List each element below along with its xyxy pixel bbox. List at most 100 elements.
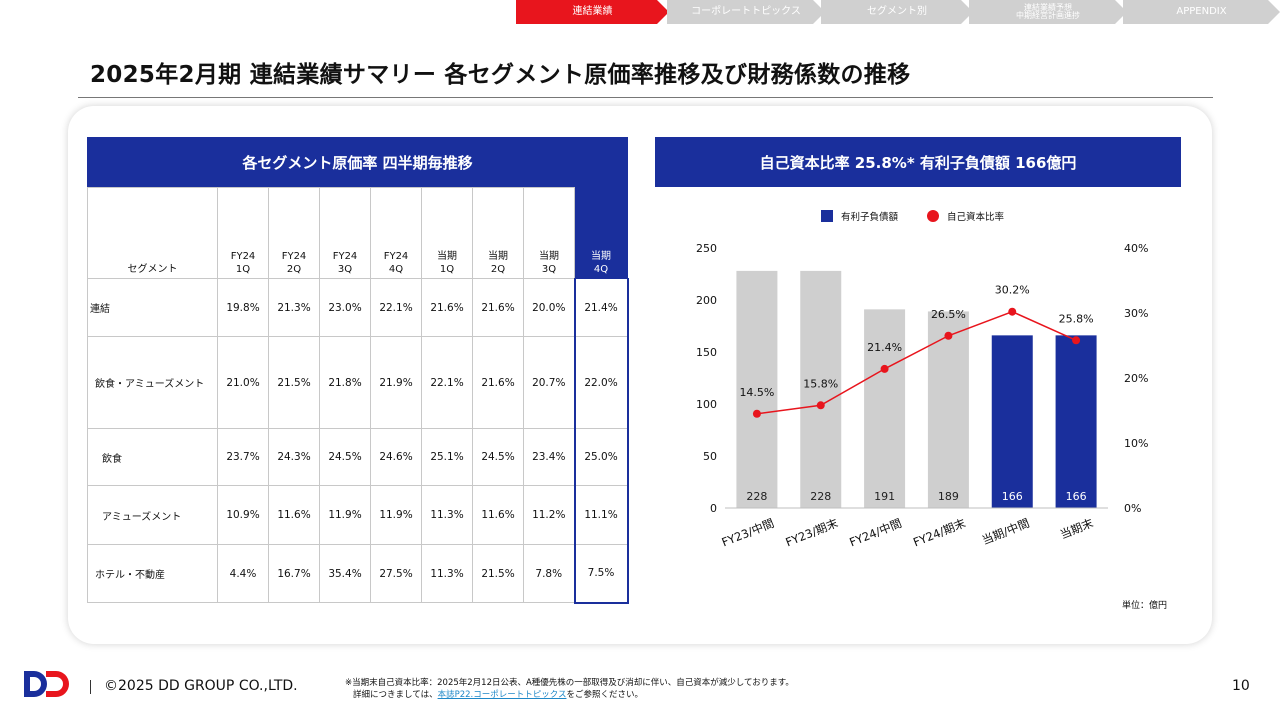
table-header-row: セグメント FY24 1Q FY24 2Q FY24 3Q FY24 4Q 当期 1Q 当… [87, 187, 628, 279]
tab-corporate-topics[interactable]: コーポレートトピックス [667, 0, 825, 24]
column-header: 当期 1Q [421, 187, 473, 279]
table-row: 飲食・アミューズメント 21.0% 21.5% 21.8% 21.9% 22.1… [87, 336, 629, 429]
table-cell: 22.1% [370, 278, 422, 337]
table-cell: 16.7% [268, 544, 320, 603]
unit-label: 単位：億円 [1122, 601, 1168, 611]
debt-equity-chart: 有利子負債額 自己資本比率 0 50 100 150 200 250 0% 10% 20% 30% 40… [696, 210, 1148, 550]
table-cell: 11.3% [421, 544, 473, 603]
legend-line-swatch [927, 210, 939, 222]
tab-appendix[interactable]: APPENDIX [1123, 0, 1280, 24]
y-left-tick-label: 0 [710, 502, 717, 515]
column-header: FY24 2Q [268, 187, 320, 279]
footer-divider [90, 680, 91, 694]
table-cell: 11.2% [523, 485, 575, 545]
table-cell: 21.6% [472, 278, 524, 337]
dd-logo-icon [24, 671, 69, 697]
table-cell: 24.6% [370, 428, 422, 486]
table-cell-current: 21.4% [573, 278, 629, 337]
ratio-point [1008, 307, 1017, 316]
table-cell: 21.3% [268, 278, 320, 337]
x-tick-label: FY23/期末 [783, 516, 840, 550]
table-row: アミューズメント 10.9% 11.6% 11.9% 11.9% 11.3% 1… [87, 485, 629, 545]
table-title: 各セグメント原価率 四半期毎推移 [87, 137, 628, 187]
column-header: FY24 3Q [319, 187, 371, 279]
y-right-tick-label: 10% [1124, 437, 1148, 450]
title-divider [78, 97, 1213, 98]
x-tick-label: FY24/中間 [847, 516, 903, 550]
table-cell: 4.4% [217, 544, 269, 603]
column-header: FY24 1Q [217, 187, 269, 279]
table-cell: 24.5% [472, 428, 524, 486]
cost-ratio-table: セグメント FY24 1Q FY24 2Q FY24 3Q FY24 4Q 当期 1Q 当… [87, 187, 629, 604]
table-cell: 23.7% [217, 428, 269, 486]
corporate-topics-link[interactable]: 本誌P22.コーポレートトピックス [437, 690, 567, 701]
legend-bar-label: 有利子負債額 [841, 211, 899, 223]
x-tick-label: FY23/中間 [720, 516, 776, 550]
column-header: 当期 3Q [523, 187, 575, 279]
bar [736, 270, 778, 508]
table-row: ホテル・不動産 4.4% 16.7% 35.4% 27.5% 11.3% 21.… [87, 544, 629, 604]
table-cell: 21.6% [421, 278, 473, 337]
y-right-tick-label: 0% [1124, 502, 1141, 515]
table-row: 連結 19.8% 21.3% 23.0% 22.1% 21.6% 21.6% 2… [87, 278, 629, 337]
table-cell: 25.1% [421, 428, 473, 486]
table-cell: 20.7% [523, 336, 575, 429]
table-cell: 22.1% [421, 336, 473, 429]
x-tick-label: FY24/期末 [911, 516, 968, 550]
table-cell: 11.9% [319, 485, 371, 545]
table-cell: 21.8% [319, 336, 371, 429]
ratio-point [880, 364, 889, 373]
page-title: 2025年2月期 連結業績サマリー 各セグメント原価率推移及び財務係数の推移 [90, 62, 911, 88]
page-number: 10 [1232, 678, 1250, 694]
ratio-value-label: 26.5% [931, 308, 966, 321]
table-cell: 35.4% [319, 544, 371, 603]
table-cell: 19.8% [217, 278, 269, 337]
table-cell: 20.0% [523, 278, 575, 337]
legend-line-label: 自己資本比率 [947, 211, 1005, 223]
table-cell-current: 22.0% [573, 336, 629, 429]
row-label: 飲食 [87, 428, 218, 486]
ratio-value-label: 21.4% [867, 341, 902, 354]
x-tick-label: 当期末 [1058, 516, 1096, 542]
ratio-value-label: 30.2% [995, 284, 1030, 297]
table-cell: 27.5% [370, 544, 422, 603]
ratio-value-label: 14.5% [739, 386, 774, 399]
table-cell-current: 11.1% [573, 485, 629, 545]
y-left-tick-label: 200 [696, 294, 717, 307]
table-cell: 24.3% [268, 428, 320, 486]
row-label: アミューズメント [87, 485, 218, 545]
table-cell: 7.8% [523, 544, 575, 603]
ratio-line [756, 310, 1077, 415]
y-left-tick-label: 50 [703, 450, 717, 463]
table-cell: 21.6% [472, 336, 524, 429]
tab-forecast-midterm-plan[interactable]: 連結業績予想 中期経営計画進捗 [969, 0, 1127, 24]
column-header: FY24 4Q [370, 187, 422, 279]
chart-title: 自己資本比率 25.8%* 有利子負債額 166億円 [655, 137, 1181, 187]
x-tick-label: 当期/中間 [980, 516, 1031, 548]
y-left-tick-label: 150 [696, 346, 717, 359]
footnote-line-1: ※当期末自己資本比率：2025年2月12日公表、A種優先株の一部取得及び消却に伴… [345, 678, 794, 688]
tab-consolidated-results[interactable]: 連結業績 [516, 0, 669, 24]
tab-segments[interactable]: セグメント別 [821, 0, 973, 24]
column-header: 当期 2Q [472, 187, 524, 279]
table-cell: 23.0% [319, 278, 371, 337]
table-cell: 10.9% [217, 485, 269, 545]
ratio-point [944, 331, 953, 340]
ratio-value-label: 15.8% [803, 377, 838, 390]
bar [927, 311, 969, 508]
bar-value-label: 228 [746, 490, 767, 503]
row-label: ホテル・不動産 [87, 544, 218, 603]
table-cell: 24.5% [319, 428, 371, 486]
bar-value-label: 166 [1002, 490, 1023, 503]
table-cell: 11.3% [421, 485, 473, 545]
table-cell: 11.6% [268, 485, 320, 545]
row-label: 飲食・アミューズメント [87, 336, 218, 429]
y-left-tick-label: 100 [696, 398, 717, 411]
bar-value-label: 166 [1066, 490, 1087, 503]
copyright: ©2025 DD GROUP CO.,LTD. [104, 678, 298, 694]
table-cell: 11.6% [472, 485, 524, 545]
bar-value-label: 189 [938, 490, 959, 503]
table-cell: 21.0% [217, 336, 269, 429]
y-left-tick-label: 250 [696, 242, 717, 255]
y-right-tick-label: 20% [1124, 372, 1148, 385]
